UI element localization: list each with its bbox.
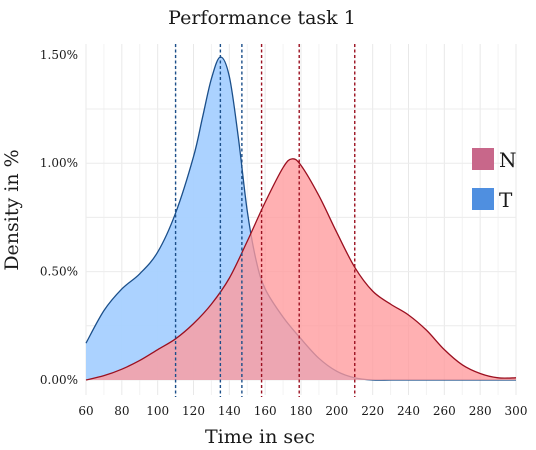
legend-swatch-t [472, 188, 494, 210]
x-tick-label: 220 [361, 404, 384, 418]
x-tick-label: 260 [433, 404, 456, 418]
legend-label-n: N [499, 148, 517, 172]
y-axis-ticks: 0.00% 0.50% 1.00% 1.50% [40, 48, 78, 387]
x-tick-label: 200 [325, 404, 348, 418]
x-axis-ticks: 60 80 100 120 140 160 180 200 220 240 260 280 300 [78, 404, 527, 418]
x-axis-label: Time in sec [205, 426, 315, 448]
y-tick-label: 0.00% [40, 373, 78, 387]
x-tick-label: 180 [290, 404, 313, 418]
x-tick-label: 120 [182, 404, 205, 418]
y-tick-label: 1.00% [40, 156, 78, 170]
x-tick-label: 240 [397, 404, 420, 418]
y-tick-label: 1.50% [40, 48, 78, 62]
y-tick-label: 0.50% [40, 265, 78, 279]
chart-title: Performance task 1 [168, 7, 356, 29]
x-tick-label: 300 [505, 404, 528, 418]
legend: NT [472, 148, 517, 212]
x-tick-label: 280 [469, 404, 492, 418]
area-n [86, 158, 516, 380]
reference-lines [174, 44, 356, 397]
density-areas [85, 56, 517, 381]
x-tick-label: 140 [218, 404, 241, 418]
area-t [86, 56, 516, 381]
x-tick-label: 100 [146, 404, 169, 418]
x-tick-label: 60 [78, 404, 93, 418]
legend-label-t: T [499, 188, 513, 212]
legend-swatch-n [472, 148, 494, 170]
x-tick-label: 160 [254, 404, 277, 418]
y-axis-label: Density in % [1, 149, 23, 270]
x-tick-label: 80 [114, 404, 129, 418]
density-line-n [85, 158, 517, 381]
